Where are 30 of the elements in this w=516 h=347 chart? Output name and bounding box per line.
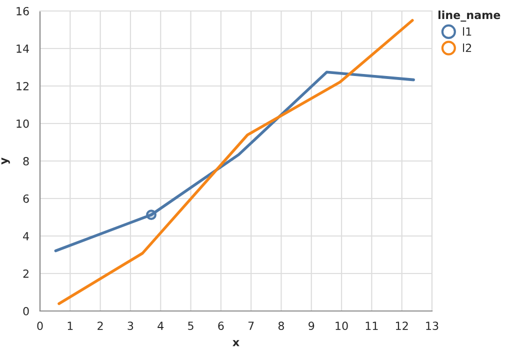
y-tick-label: 10 [16, 119, 29, 128]
x-tick-label: 11 [366, 322, 378, 330]
y-tick-label: 2 [23, 269, 28, 278]
x-tick-label: 10 [336, 322, 348, 330]
y-tick-label: 6 [23, 194, 29, 203]
y-tick-label: 12 [16, 82, 28, 90]
x-tick-label: 12 [396, 322, 408, 330]
line-series [54, 70, 415, 252]
x-tick-label: 4 [158, 322, 164, 330]
x-tick-label: 1 [68, 322, 73, 330]
x-tick-label: 6 [218, 322, 224, 330]
line-series [58, 18, 414, 306]
y-axis-title: y [1, 158, 10, 164]
legend-label: l2 [463, 43, 472, 52]
x-axis-title: x [232, 340, 240, 346]
x-tick-label: 3 [128, 322, 134, 330]
y-tick-label: 14 [16, 44, 29, 53]
x-tick-label: 8 [278, 322, 284, 330]
y-tick-label: 0 [23, 306, 29, 316]
x-tick-label: 9 [308, 322, 314, 330]
x-tick-label: 2 [98, 322, 103, 330]
x-tick-label: 0 [37, 322, 43, 330]
y-tick-label: 8 [23, 156, 29, 166]
x-tick-label: 7 [248, 322, 254, 330]
x-tick-label: 5 [188, 322, 194, 330]
legend-title: line_name [438, 10, 500, 22]
x-tick-label: 13 [426, 322, 438, 330]
y-tick-label: 16 [16, 6, 29, 16]
legend-label: l1 [463, 27, 472, 36]
y-tick-label: 4 [23, 232, 29, 240]
